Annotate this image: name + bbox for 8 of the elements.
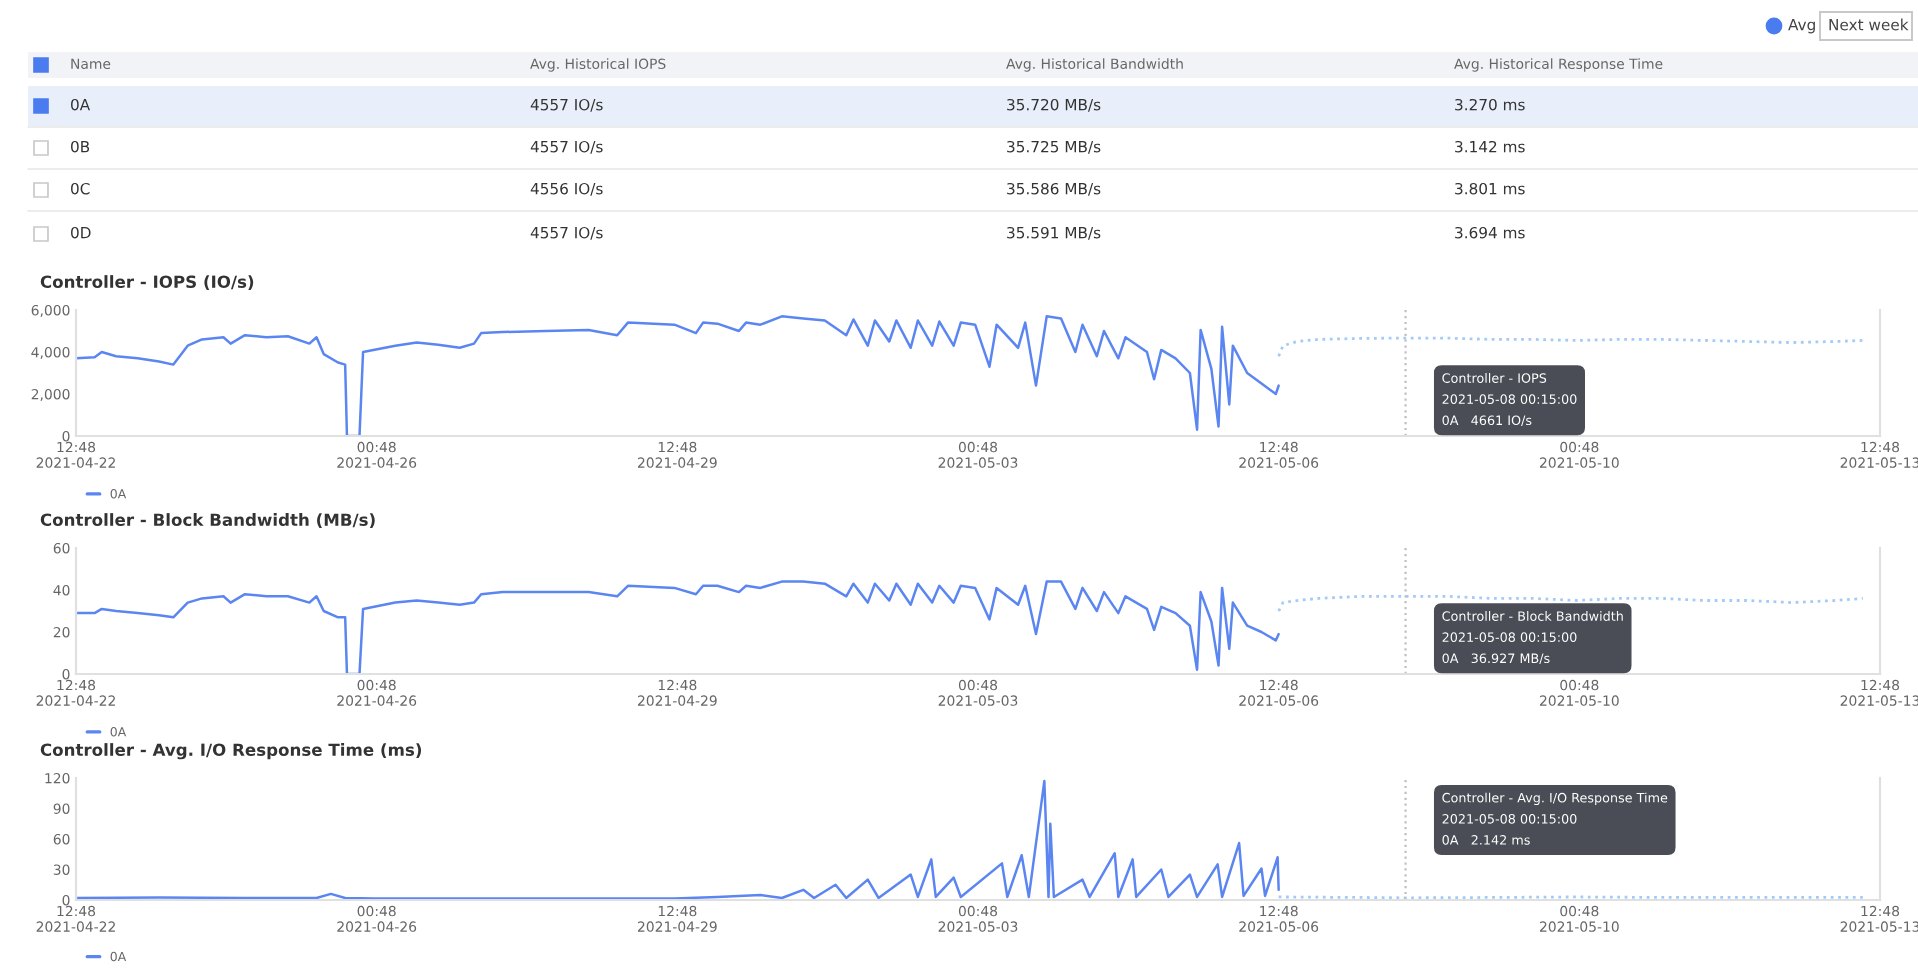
line-series [1277,594,1865,613]
chart-title: Controller - Avg. I/O Response Time (ms) [40,743,422,760]
chart-title: Controller - Block Bandwidth (MB/s) [40,513,375,528]
line-series [1277,336,1865,358]
chart-title: Controller - IOPS (IO/s) [40,275,254,290]
line-series [76,315,1280,436]
line-series [76,580,1280,674]
line-series [76,779,1280,900]
